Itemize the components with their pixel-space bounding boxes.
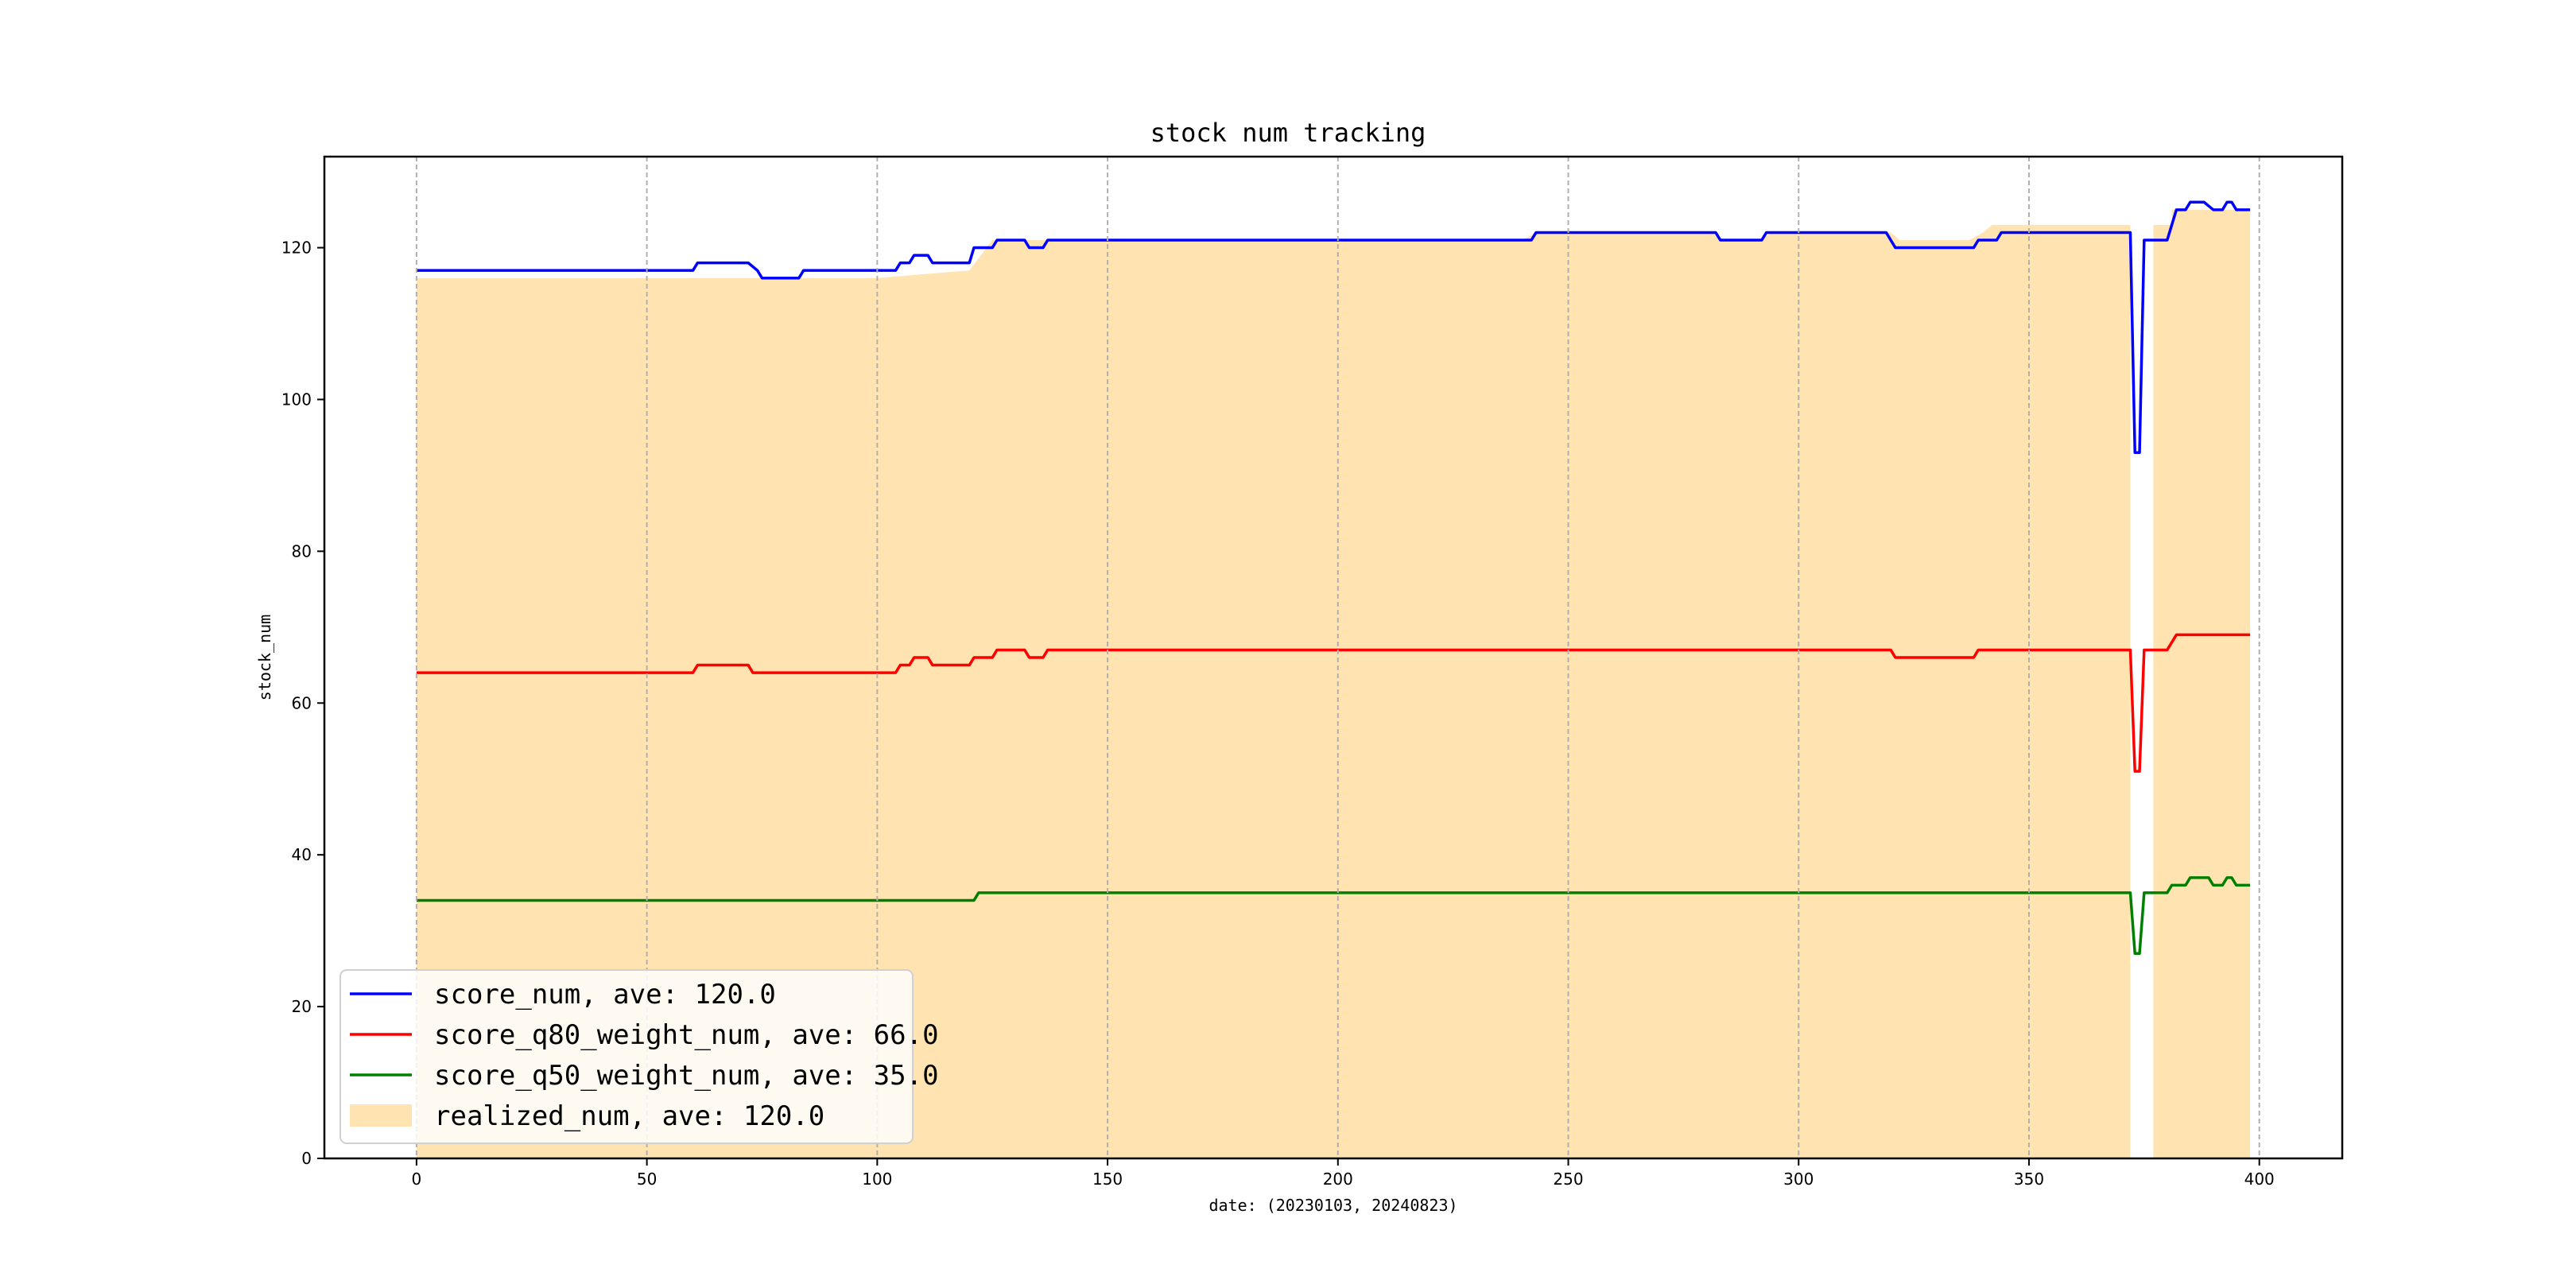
x-tick-label: 200 bbox=[1323, 1170, 1353, 1189]
legend-box bbox=[339, 969, 914, 1144]
legend: score_num, ave: 120.0 score_q80_weight_nu… bbox=[339, 969, 939, 1144]
y-tick-label: 80 bbox=[292, 541, 312, 561]
chart-title: stock num tracking bbox=[1150, 118, 1426, 148]
y-tick-label: 100 bbox=[281, 390, 312, 409]
y-tick-label: 120 bbox=[281, 239, 312, 258]
series-line-2 bbox=[416, 876, 2251, 956]
series-line-1 bbox=[416, 633, 2251, 773]
y-tick-label: 40 bbox=[292, 845, 312, 864]
legend-label-3: realized_num, ave: 120.0 bbox=[434, 1100, 824, 1132]
x-tick-label: 350 bbox=[2014, 1170, 2044, 1189]
legend-label-1: score_q80_weight_num, ave: 66.0 bbox=[434, 1019, 939, 1051]
axes-ticks: 0 50 100 150 200 250 300 350 400 0 20 40 60 80 100 120 bbox=[281, 239, 2275, 1189]
x-tick-label: 0 bbox=[412, 1170, 422, 1189]
x-axis-title: date: (20230103, 20240823) bbox=[1208, 1196, 1457, 1215]
legend-label-0: score_num, ave: 120.0 bbox=[434, 979, 776, 1011]
y-tick-label: 60 bbox=[292, 693, 312, 712]
legend-swatch-3 bbox=[350, 1104, 412, 1127]
plot-area bbox=[416, 200, 2251, 1159]
x-tick-label: 50 bbox=[637, 1170, 657, 1189]
x-tick-label: 250 bbox=[1553, 1170, 1583, 1189]
plot-frame bbox=[323, 155, 2344, 1160]
x-tick-label: 150 bbox=[1092, 1170, 1123, 1189]
series-line-0 bbox=[416, 200, 2251, 455]
y-axis-title: stock_num bbox=[255, 615, 274, 700]
y-tick-label: 0 bbox=[301, 1149, 312, 1168]
legend-label-2: score_q50_weight_num, ave: 35.0 bbox=[434, 1060, 939, 1092]
y-tick-label: 20 bbox=[292, 997, 312, 1016]
x-tick-label: 400 bbox=[2244, 1170, 2275, 1189]
area-realized-num bbox=[416, 209, 2251, 1159]
x-tick-label: 100 bbox=[862, 1170, 892, 1189]
x-tick-label: 300 bbox=[1783, 1170, 1814, 1189]
